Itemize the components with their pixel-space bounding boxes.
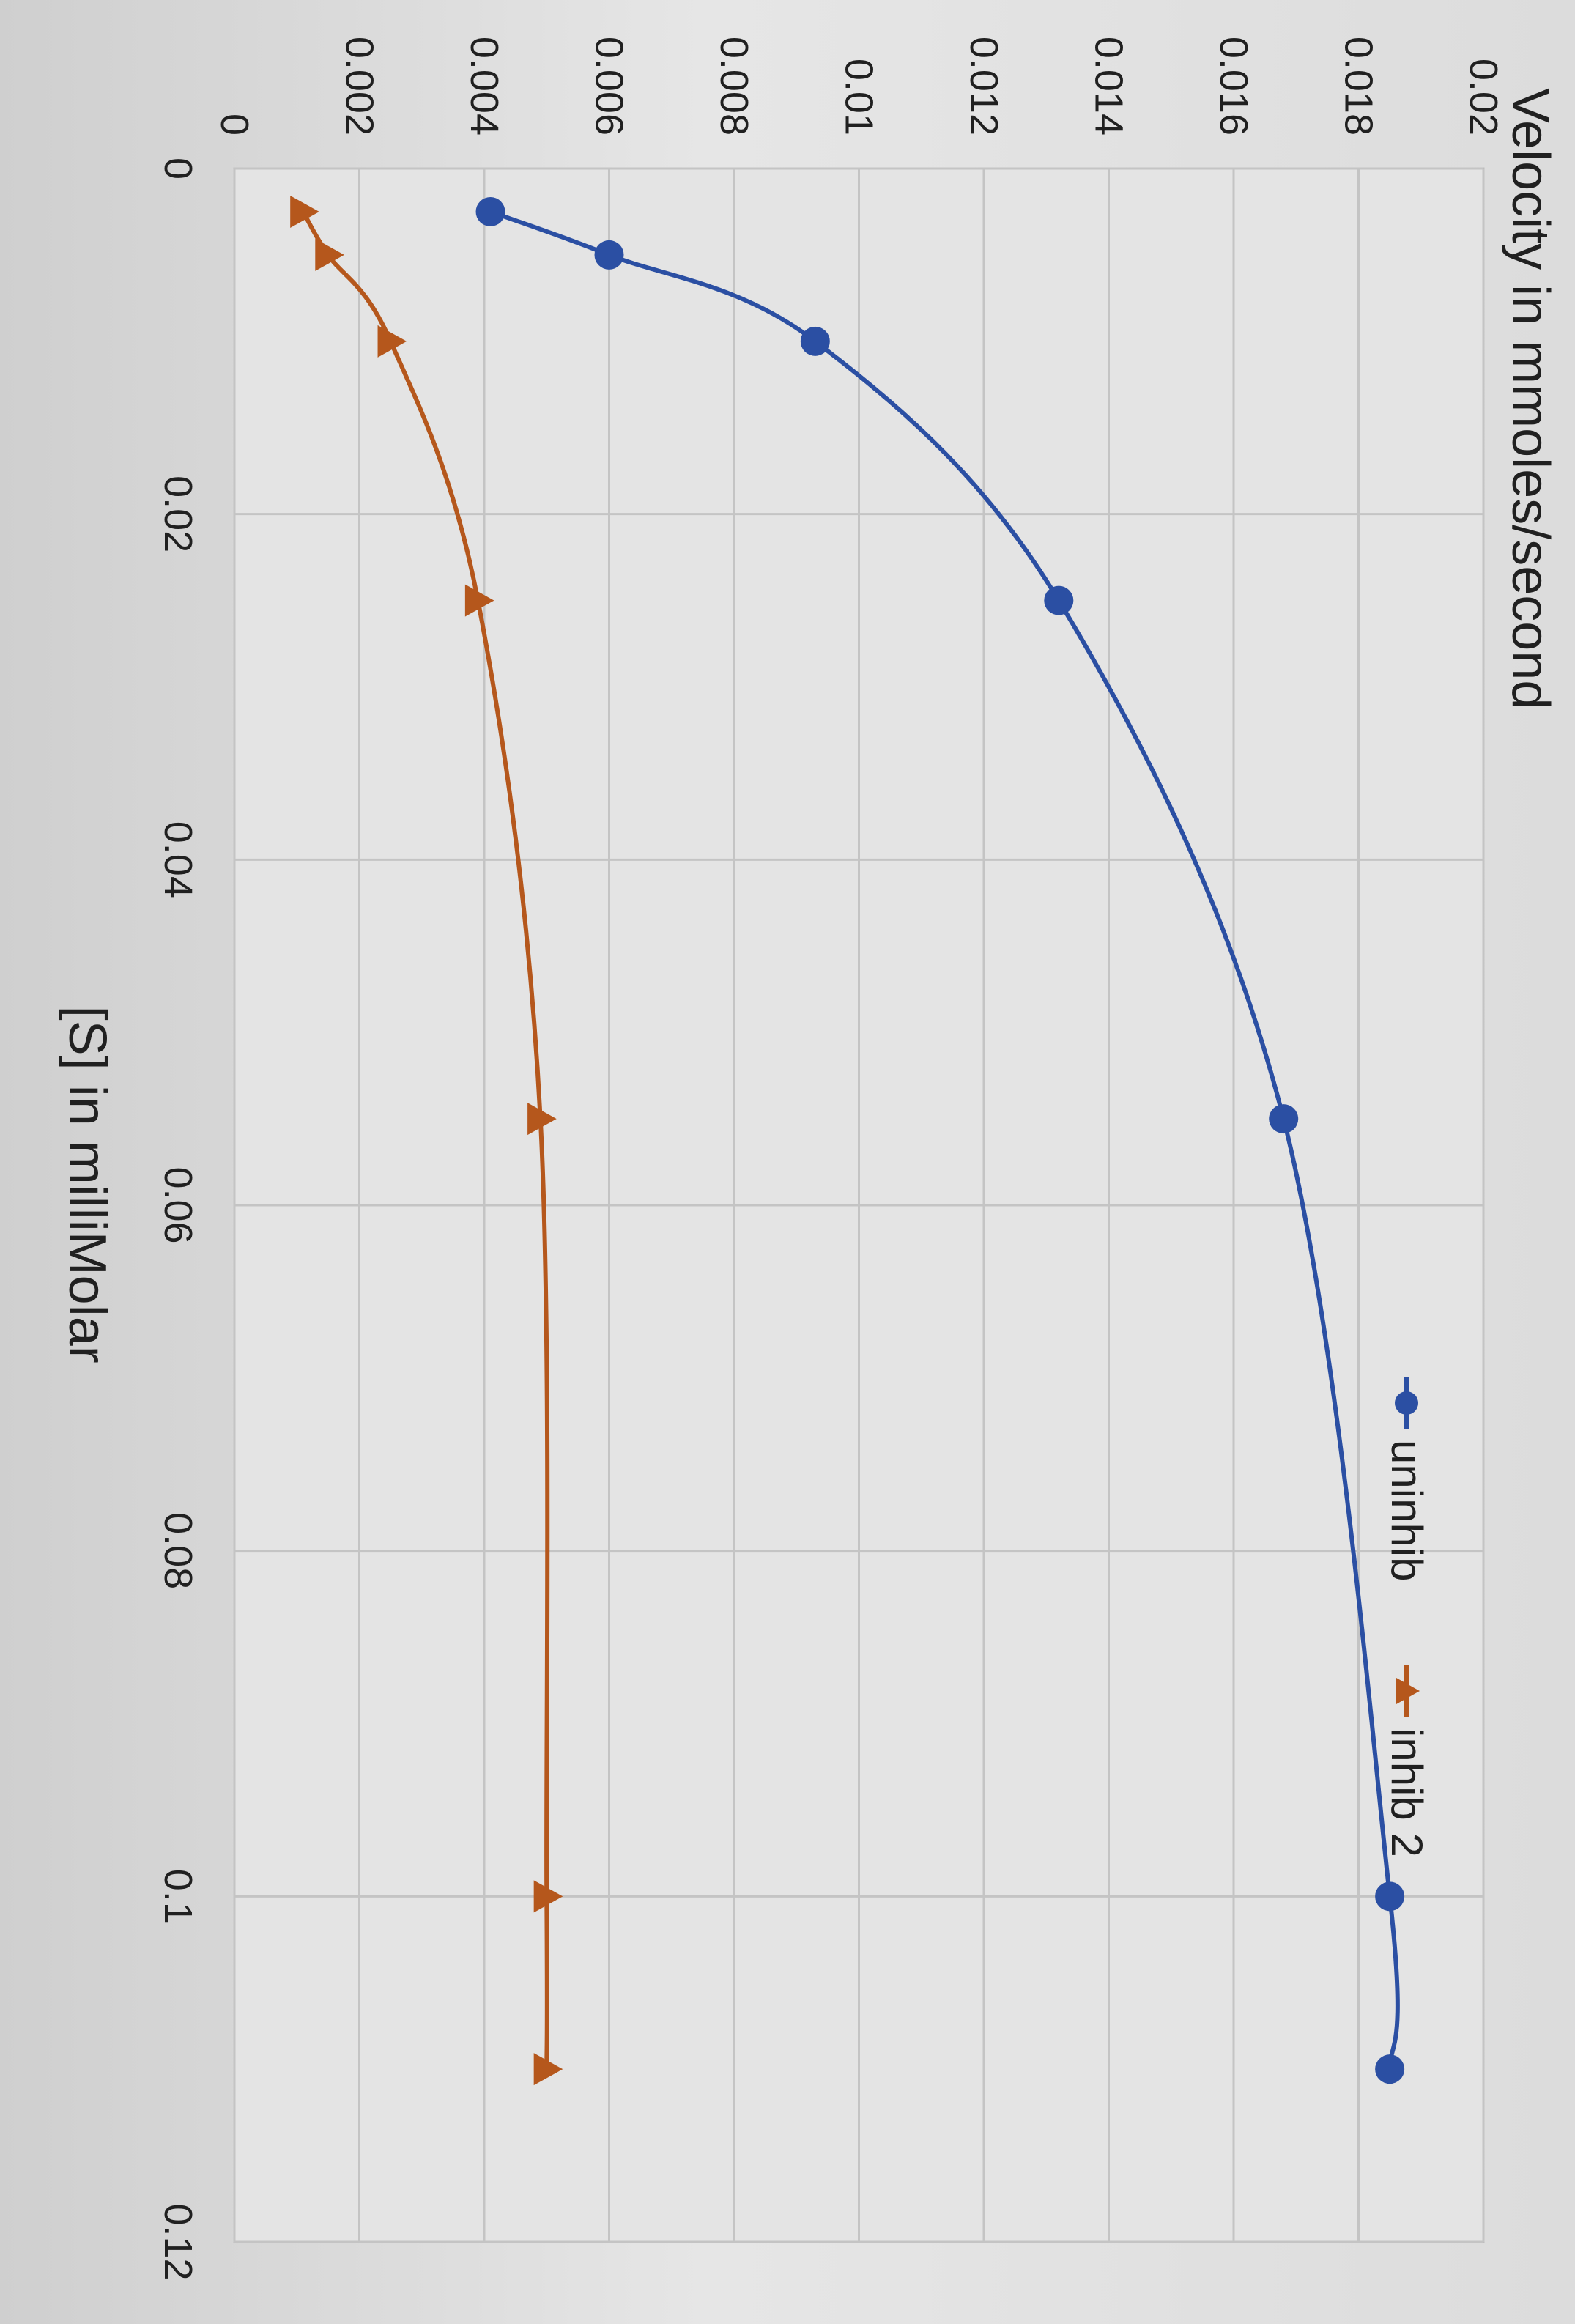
series-uninhib bbox=[475, 196, 1405, 2084]
legend-marker bbox=[1395, 1391, 1418, 1415]
x-axis-title: [S] in milliMolar bbox=[58, 1006, 116, 1363]
series-line bbox=[489, 210, 1400, 2070]
legend-label: uninhib bbox=[1382, 1440, 1431, 1582]
data-point bbox=[1044, 585, 1074, 615]
y-tick-label: 0.004 bbox=[462, 37, 506, 136]
x-tick-label: 0.06 bbox=[156, 1166, 200, 1243]
x-tick-label: 0.08 bbox=[156, 1512, 200, 1589]
y-tick-label: 0.008 bbox=[712, 37, 756, 136]
data-point bbox=[533, 1880, 563, 1913]
series-line bbox=[301, 210, 550, 2070]
data-point bbox=[464, 584, 494, 617]
legend-item: inhib 2 bbox=[1382, 1665, 1431, 1857]
y-tick-label: 0.006 bbox=[588, 37, 631, 136]
data-point bbox=[475, 196, 505, 226]
data-point bbox=[800, 326, 830, 356]
x-tick-label: 0.04 bbox=[156, 821, 200, 898]
y-axis-title: Velocity in mmoles/second bbox=[1501, 88, 1560, 709]
data-point bbox=[290, 195, 319, 228]
y-tick-label: 0.002 bbox=[338, 37, 382, 136]
data-point bbox=[1375, 1881, 1405, 1912]
y-tick-label: 0 bbox=[212, 114, 256, 136]
x-tick-labels: 0 0.02 0.04 0.06 0.08 0.1 0.12 bbox=[156, 158, 200, 2281]
y-tick-label: 0.014 bbox=[1087, 37, 1131, 136]
legend-label: inhib 2 bbox=[1382, 1728, 1431, 1857]
data-point bbox=[1269, 1104, 1299, 1134]
x-tick-label: 0.12 bbox=[156, 2203, 200, 2280]
data-point bbox=[377, 325, 407, 358]
data-point bbox=[1375, 2054, 1405, 2084]
data-point bbox=[533, 2053, 563, 2086]
data-point bbox=[527, 1103, 557, 1136]
gridlines bbox=[233, 167, 1485, 2243]
series-group bbox=[290, 195, 1405, 2086]
x-tick-label: 0.1 bbox=[156, 1869, 200, 1924]
data-point bbox=[594, 240, 624, 270]
y-tick-label: 0.018 bbox=[1337, 37, 1381, 136]
y-tick-label: 0.012 bbox=[962, 37, 1006, 136]
legend-marker bbox=[1396, 1678, 1420, 1704]
y-tick-label: 0.01 bbox=[837, 59, 881, 136]
series-inhib-2 bbox=[290, 195, 563, 2086]
y-tick-labels: 0 0.002 0.004 0.006 0.008 0.01 0.012 0.014 0.016… bbox=[212, 37, 1505, 136]
x-tick-label: 0 bbox=[156, 158, 200, 180]
y-tick-label: 0.016 bbox=[1212, 37, 1256, 136]
y-tick-label: 0.02 bbox=[1461, 59, 1505, 136]
x-tick-label: 0.02 bbox=[156, 475, 200, 552]
data-point bbox=[315, 238, 344, 271]
legend-item: uninhib bbox=[1382, 1377, 1431, 1582]
legend: uninhib inhib 2 bbox=[1382, 1377, 1431, 1857]
